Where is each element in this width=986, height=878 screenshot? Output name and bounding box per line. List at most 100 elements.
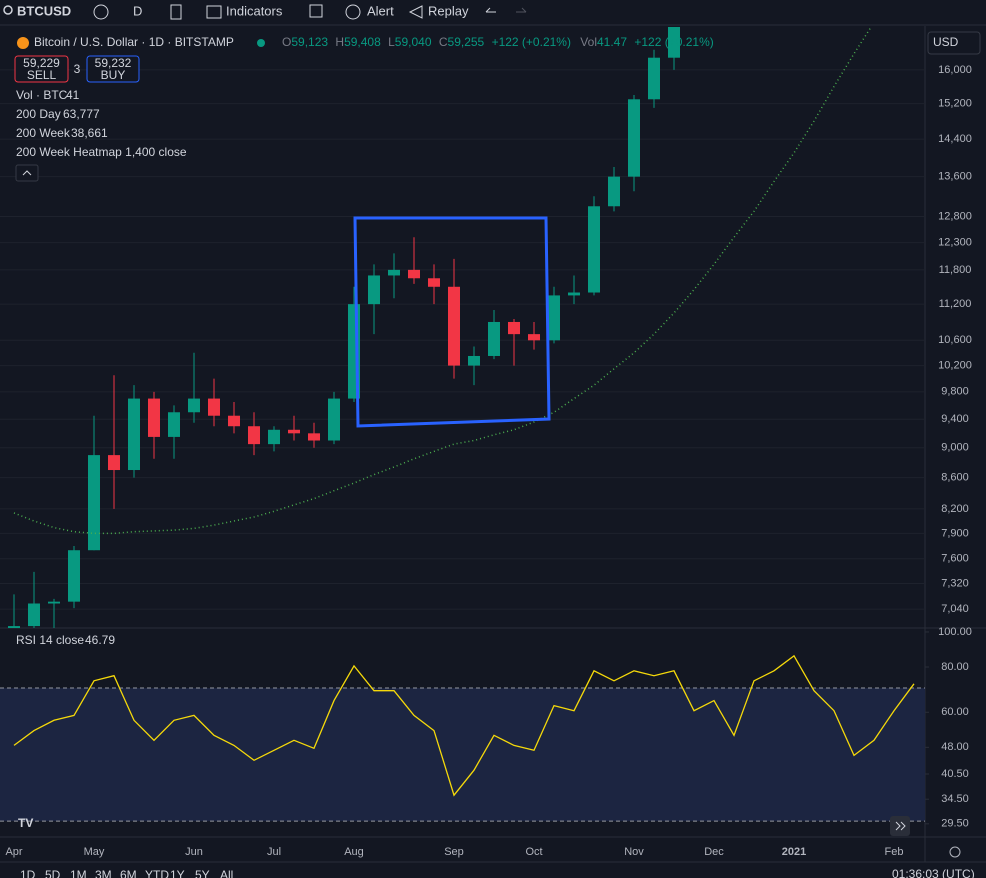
range-button[interactable]: YTD — [145, 868, 169, 878]
candle-body — [8, 626, 20, 628]
buy-button[interactable] — [86, 55, 140, 83]
collapse-button[interactable] — [15, 164, 39, 182]
indicator-name[interactable]: 200 Day — [16, 107, 61, 121]
rsi-line — [13, 654, 915, 797]
change: +122 (+0.21%) — [492, 35, 571, 49]
x-tick-label: Nov — [624, 846, 644, 858]
candle-body — [308, 433, 320, 441]
undo[interactable] — [485, 7, 496, 13]
y-tick-label: 14,400 — [938, 133, 972, 145]
y-tick-label: 7,040 — [941, 603, 969, 615]
indicator-name[interactable]: Vol · BTC — [16, 88, 68, 102]
candle-body — [488, 321, 500, 356]
range-button[interactable]: 3M — [95, 868, 112, 878]
currency-select[interactable] — [927, 31, 981, 55]
ohlc-label: H — [335, 35, 344, 49]
y-tick-label: 12,800 — [938, 210, 972, 222]
range-button[interactable]: 1M — [70, 868, 87, 878]
indicators-button[interactable]: Indicators — [226, 3, 283, 18]
sell-price[interactable]: 59,229 — [23, 56, 60, 70]
range-button[interactable]: 1Y — [170, 868, 185, 878]
candle-body — [48, 601, 60, 604]
y-tick-label: 34.50 — [941, 793, 969, 805]
range-button[interactable]: 5D — [45, 868, 61, 878]
x-tick-label: May — [84, 846, 105, 858]
symbol[interactable]: BTCUSD — [17, 3, 71, 18]
y-tick-label: 9,800 — [941, 386, 969, 398]
search-icon[interactable] — [3, 5, 13, 15]
x-tick-label: Jul — [267, 846, 281, 858]
x-tick-label: Aug — [344, 846, 364, 858]
rsi-name[interactable]: RSI 14 close — [16, 633, 84, 647]
buy-label[interactable]: BUY — [101, 68, 126, 82]
ohlc-value: 59,255 — [448, 35, 485, 49]
buy-price[interactable]: 59,232 — [95, 56, 132, 70]
y-tick-label: 10,200 — [938, 359, 972, 371]
redo[interactable] — [516, 7, 527, 13]
layouts[interactable] — [309, 4, 323, 18]
y-tick-label: 10,600 — [938, 334, 972, 346]
price-pane — [0, 27, 925, 628]
x-tick-label: Feb — [885, 846, 904, 858]
axes: 16,000 15,200 14,400 13,600 12,800 12,300 11,8… — [5, 64, 971, 858]
rsi-pane — [0, 654, 925, 822]
candle-body — [648, 57, 660, 100]
add-symbol[interactable] — [93, 4, 109, 20]
x-tick-label: Apr — [5, 846, 22, 858]
y-tick-label: 7,320 — [941, 577, 969, 589]
candle-body — [388, 269, 400, 276]
chart-type[interactable] — [170, 4, 182, 20]
replay-icon[interactable] — [408, 5, 423, 19]
scroll-icon[interactable] — [895, 821, 906, 831]
candle-body — [248, 426, 260, 445]
candle-body — [548, 295, 560, 341]
y-tick-label: 9,000 — [941, 442, 969, 454]
candle-body — [408, 269, 420, 279]
candle-body — [628, 99, 640, 177]
range-button[interactable]: All — [220, 868, 233, 878]
candle-body — [508, 321, 520, 335]
candle-body — [128, 398, 140, 471]
indicator-value: 41 — [66, 88, 80, 102]
sell-label[interactable]: SELL — [27, 68, 57, 82]
sell-button[interactable] — [14, 55, 69, 83]
indicators-icon[interactable] — [206, 5, 222, 19]
candle-body — [368, 275, 380, 305]
vol-change: +122 (+0.21%) — [634, 35, 713, 49]
interval[interactable]: D — [133, 3, 142, 18]
indicator-name[interactable]: 200 Week — [16, 126, 71, 140]
rectangle-drawing[interactable] — [353, 216, 551, 428]
candle-body — [428, 278, 440, 287]
y-tick-label: 9,400 — [941, 413, 969, 425]
settings-icon[interactable] — [949, 846, 961, 858]
candle-body — [568, 292, 580, 296]
range-button[interactable]: 6M — [120, 868, 137, 878]
candle-body — [588, 206, 600, 293]
clock: 01:36:03 (UTC) — [892, 867, 975, 878]
ohlc-label: O — [282, 35, 291, 49]
indicator-name[interactable]: 200 Week Heatmap 1,400 close — [16, 145, 187, 159]
candle-body — [268, 429, 280, 445]
ohlc-values: O59,123 H59,408 L59,040 C59,255 +122 (+0… — [282, 35, 714, 49]
alert-icon[interactable] — [345, 4, 361, 20]
currency[interactable]: USD — [933, 35, 959, 49]
y-tick-label: 16,000 — [938, 64, 972, 76]
candle-body — [208, 398, 220, 416]
x-tick-label: Jun — [185, 846, 203, 858]
x-tick-label: Dec — [704, 846, 724, 858]
vol-label: Vol — [580, 35, 597, 49]
collapse-icon[interactable] — [22, 170, 32, 176]
ohlc-value: 59,123 — [291, 35, 328, 49]
range-button[interactable]: 5Y — [195, 868, 210, 878]
range-button[interactable]: 1D — [20, 868, 36, 878]
vol-value: 41.47 — [597, 35, 627, 49]
candle-body — [328, 398, 340, 441]
toolbar: BTCUSD D Indicators Alert Replay — [0, 3, 986, 26]
legend: Bitcoin / U.S. Dollar · 1D · BITSTAMP O5… — [14, 31, 981, 858]
candle-body — [68, 550, 80, 602]
alert-button[interactable]: Alert — [367, 3, 394, 18]
tv-logo: TV — [18, 816, 33, 830]
replay-button[interactable]: Replay — [428, 3, 469, 18]
